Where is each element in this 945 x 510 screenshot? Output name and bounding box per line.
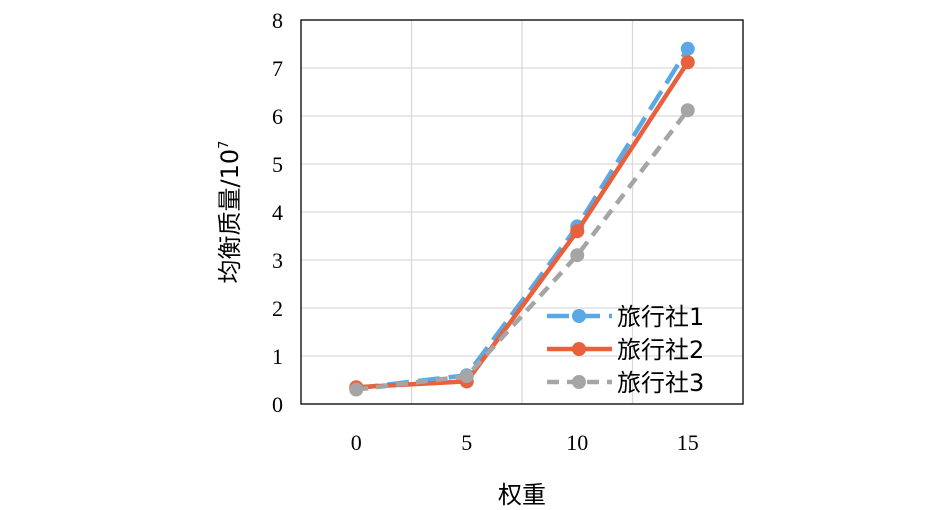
plot-area-border bbox=[300, 19, 744, 405]
y-tick-labels: 0 1 2 3 4 5 6 7 8 bbox=[272, 8, 283, 417]
series-3-point-1 bbox=[459, 369, 474, 384]
legend-label-1: 旅行社1 bbox=[617, 303, 704, 331]
series-1-point-3 bbox=[680, 41, 695, 56]
series-lines bbox=[349, 41, 695, 397]
y-tick-label-1: 1 bbox=[272, 344, 283, 369]
series-line-1 bbox=[356, 47, 690, 391]
series-2-point-2 bbox=[570, 224, 585, 239]
series-3-point-0 bbox=[349, 382, 364, 397]
x-axis-title: 权重 bbox=[498, 481, 546, 509]
legend: 旅行社1 旅行社2 旅行社3 bbox=[547, 303, 704, 397]
y-axis-title-text: 均衡质量/10 bbox=[216, 149, 244, 284]
y-axis-title-exponent: 7 bbox=[217, 141, 232, 149]
y-tick-label-7: 7 bbox=[272, 56, 283, 81]
x-tick-label-1: 5 bbox=[461, 430, 472, 455]
series-2-point-3 bbox=[680, 55, 695, 70]
x-tick-label-0: 0 bbox=[351, 430, 362, 455]
legend-marker-2 bbox=[572, 342, 586, 356]
legend-label-2: 旅行社2 bbox=[617, 336, 704, 364]
x-tick-label-3: 15 bbox=[677, 430, 699, 455]
x-tick-label-2: 10 bbox=[566, 430, 588, 455]
y-tick-label-3: 3 bbox=[272, 248, 283, 273]
y-tick-label-8: 8 bbox=[272, 8, 283, 33]
legend-label-3: 旅行社3 bbox=[617, 369, 704, 397]
series-line-3 bbox=[356, 108, 690, 392]
y-tick-label-6: 6 bbox=[272, 104, 283, 129]
y-tick-label-0: 0 bbox=[272, 392, 283, 417]
y-axis-title: 均衡质量/107 bbox=[216, 141, 244, 284]
series-line-2 bbox=[356, 60, 690, 390]
legend-marker-3 bbox=[572, 375, 586, 389]
series-3-point-3 bbox=[680, 103, 695, 118]
legend-marker-1 bbox=[572, 309, 586, 323]
y-tick-label-4: 4 bbox=[272, 200, 283, 225]
x-tick-labels: 0 5 10 15 bbox=[351, 430, 699, 455]
y-tick-label-5: 5 bbox=[272, 152, 283, 177]
y-tick-label-2: 2 bbox=[272, 296, 283, 321]
series-3-point-2 bbox=[570, 248, 585, 263]
